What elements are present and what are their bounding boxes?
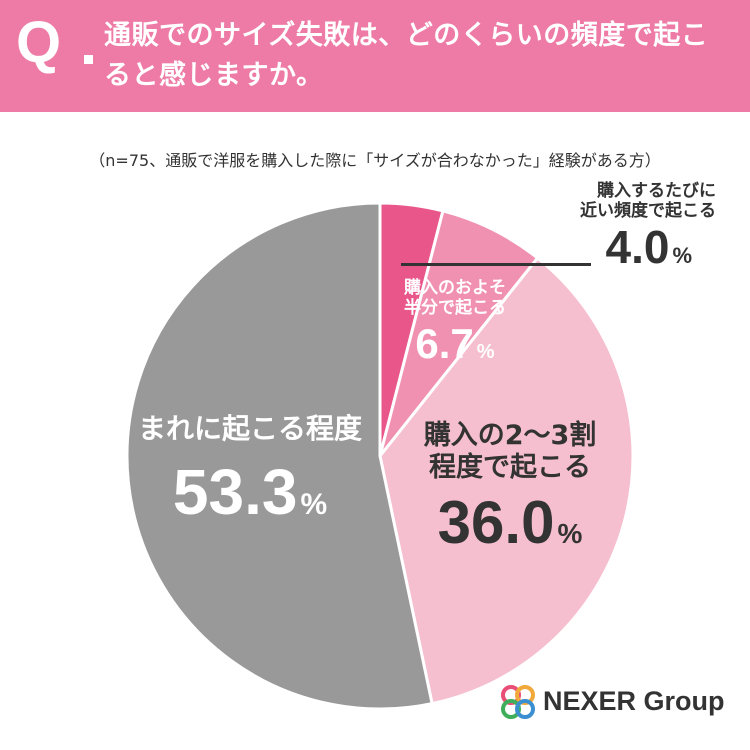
slice-unit-half: % <box>476 340 495 363</box>
pie-slice-rare <box>125 201 434 711</box>
slice-label-frequent-line2: 近い頻度で起こる <box>580 201 716 222</box>
slice-value-half: 6.7 <box>415 319 474 367</box>
pie-slice-half <box>378 209 540 457</box>
pie-slices <box>125 201 635 711</box>
slice-label-rare: まれに起こる程度 53.3% <box>105 412 395 524</box>
sample-note: （n=75、通販で洋服を購入した際に「サイズが合わなかった」経験がある方） <box>89 151 661 170</box>
slice-value-frequent: 4.0 <box>605 220 670 273</box>
slice-label-half: 購入のおよそ 半分で起こる 6.7% <box>380 278 530 365</box>
slice-label-20-30-line1: 購入の2〜3割 <box>423 420 597 451</box>
slice-label-rare-line1: まれに起こる程度 <box>137 412 362 445</box>
slice-unit-20-30: % <box>557 517 583 549</box>
slice-label-frequent: 購入するたびに 近い頻度で起こる 4.0% <box>520 181 740 270</box>
q-mark-dot <box>84 55 93 64</box>
slice-unit-rare: % <box>300 487 328 521</box>
slice-label-half-line2: 半分で起こる <box>404 298 506 319</box>
slice-label-half-line1: 購入のおよそ <box>404 278 506 298</box>
slice-value-20-30: 36.0 <box>437 488 555 556</box>
pie-slice-20-30 <box>378 255 635 706</box>
slice-label-frequent-line1: 購入するたびに <box>597 181 716 201</box>
nexer-logo-text: NEXER Group <box>543 686 725 716</box>
slice-value-rare: 53.3 <box>172 455 298 528</box>
slice-label-20-30-line2: 程度で起こる <box>429 452 591 484</box>
leader-line <box>401 263 591 266</box>
q-mark: Q <box>16 10 62 75</box>
question-header: Q 通販でのサイズ失敗は、どのくらいの頻度で起こると感じますか。 <box>0 0 750 112</box>
slice-unit-frequent: % <box>672 242 692 268</box>
slice-label-20-30: 購入の2〜3割 程度で起こる 36.0% <box>405 420 615 553</box>
nexer-logo-icon <box>501 685 535 719</box>
question-text: 通販でのサイズ失敗は、どのくらいの頻度で起こると感じますか。 <box>104 20 709 91</box>
